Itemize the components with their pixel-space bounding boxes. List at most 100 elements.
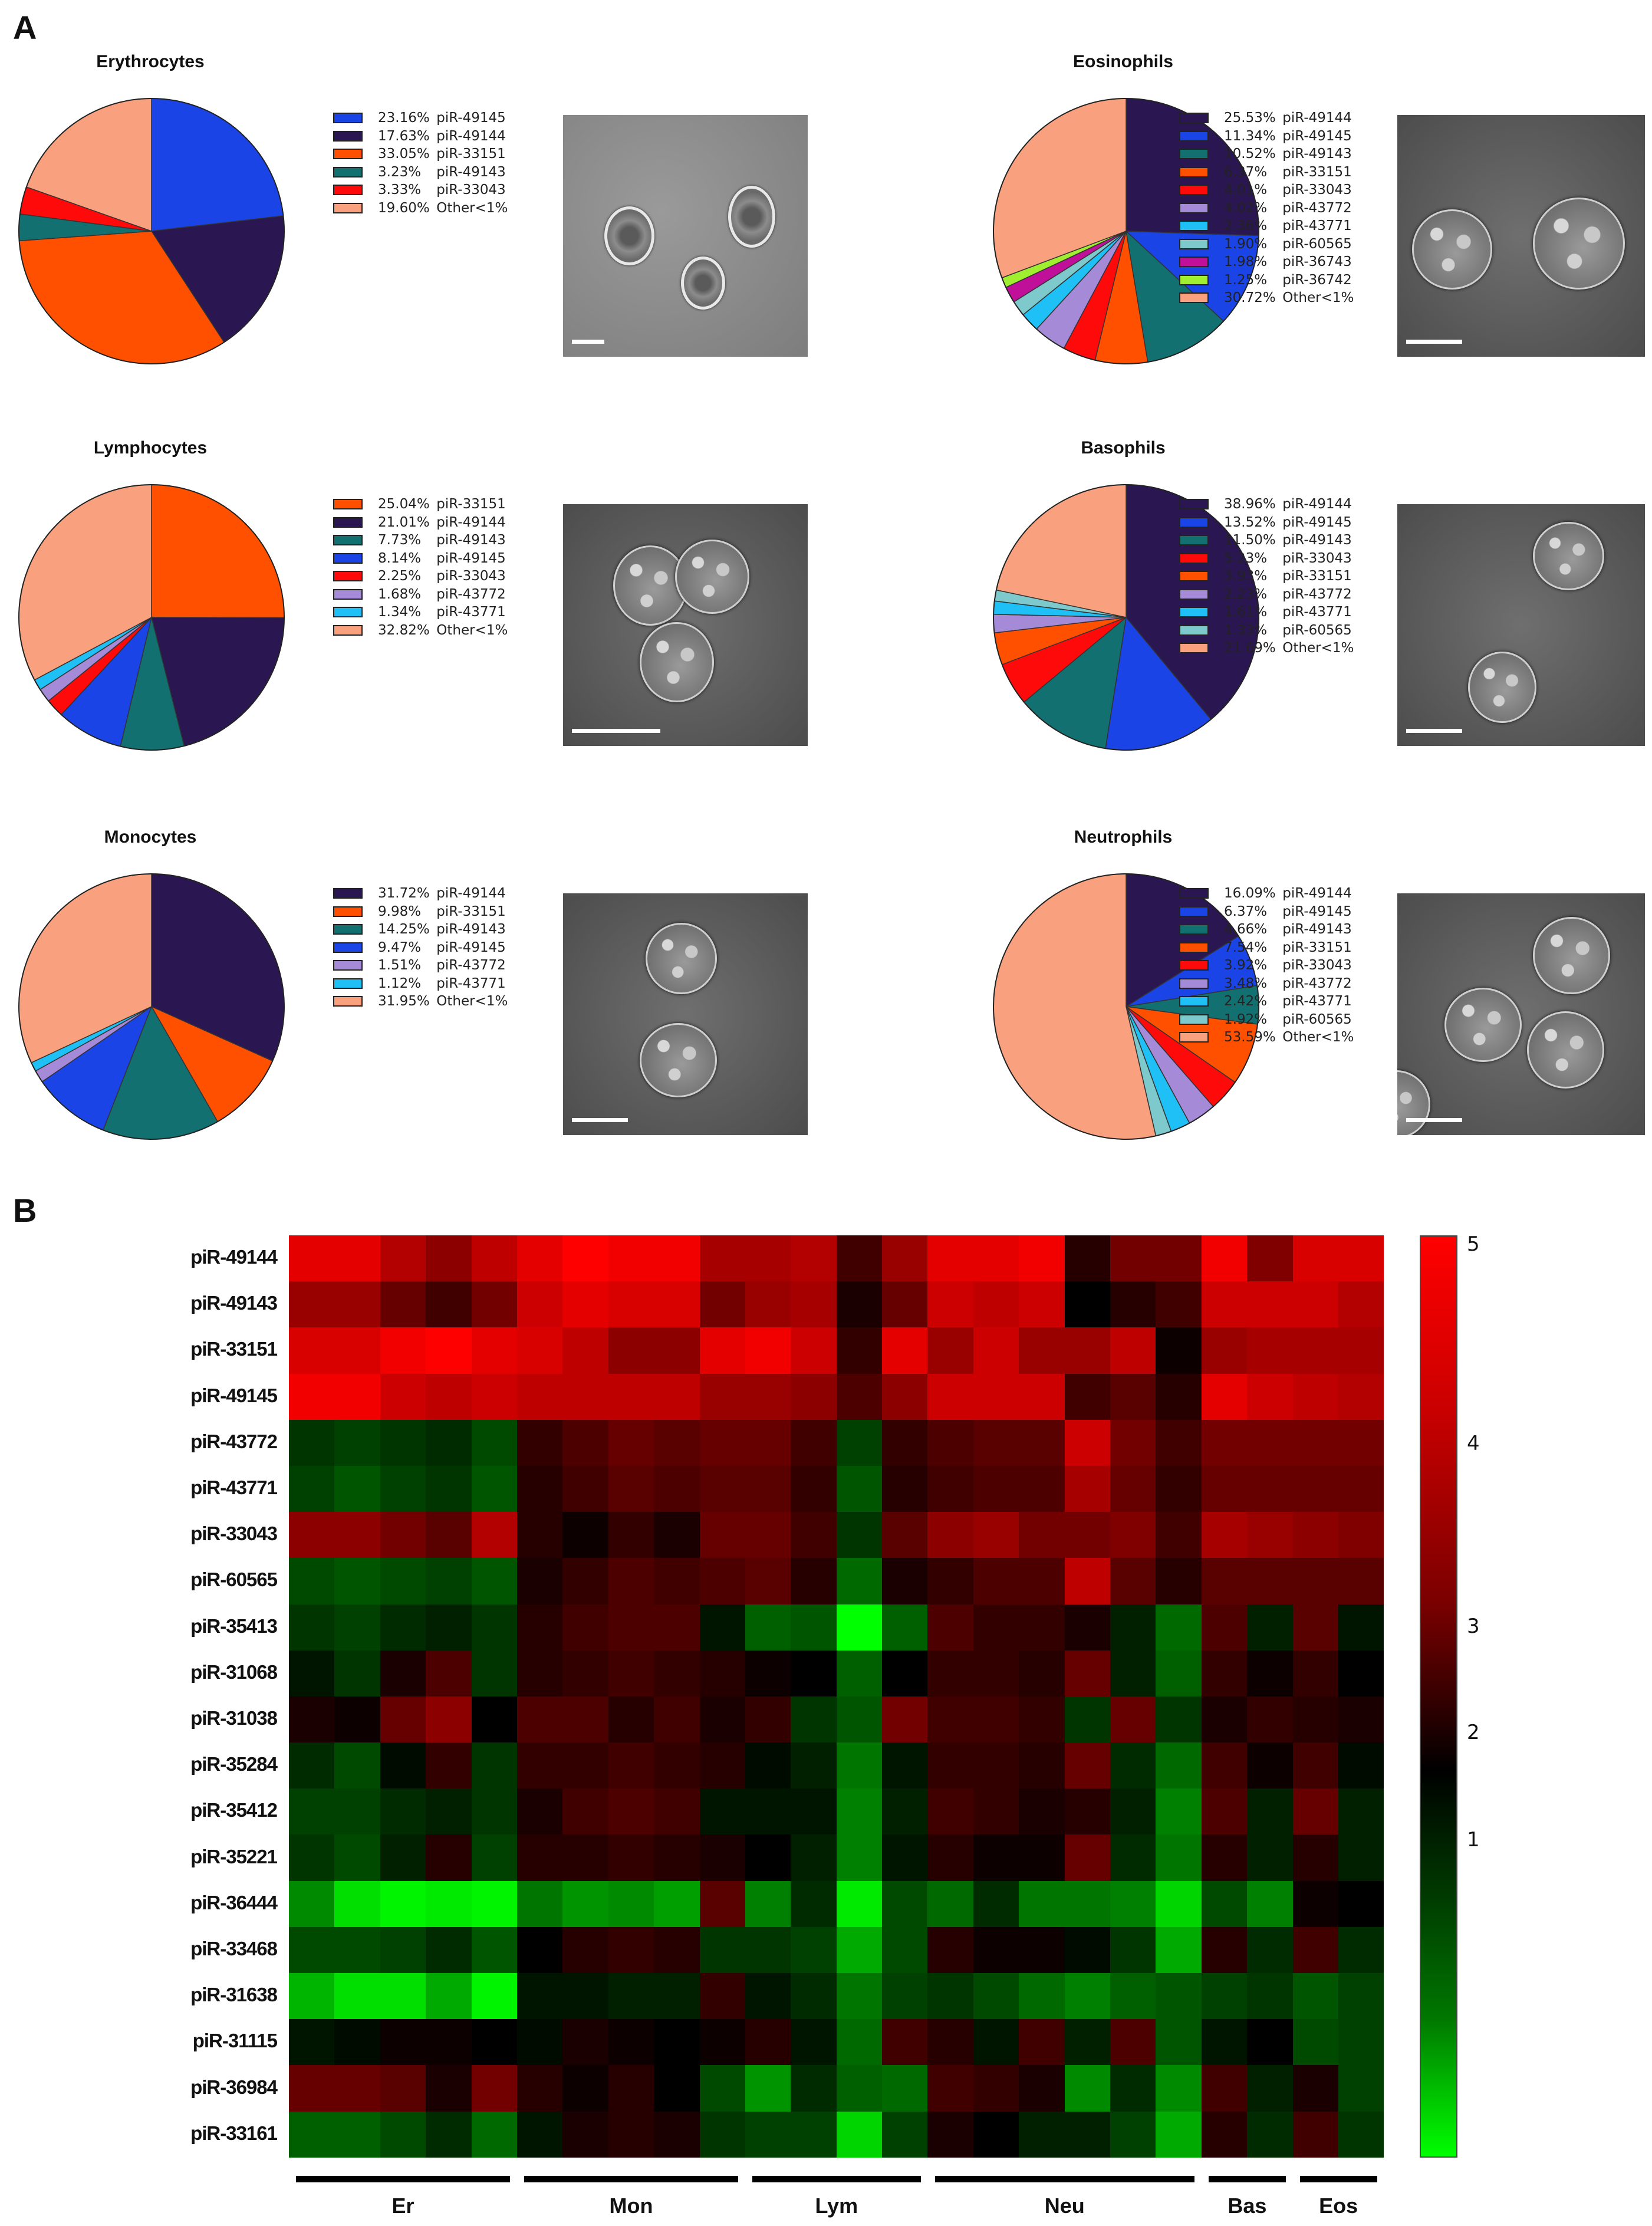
legend-swatch [333, 996, 363, 1007]
heatmap-cell [1292, 1696, 1338, 1743]
heatmap-cell [1201, 1788, 1248, 1835]
heatmap-cell [380, 2065, 426, 2112]
heatmap-cell [1019, 1973, 1065, 2020]
heatmap-cell [882, 2019, 928, 2066]
heatmap-cell [1110, 1696, 1156, 1743]
heatmap-cell [471, 1834, 517, 1881]
heatmap-cell [426, 1926, 472, 1973]
heatmap-cell [426, 1281, 472, 1328]
heatmap-cell [1156, 1281, 1202, 1328]
legend-swatch [333, 517, 363, 528]
heatmap-cell [380, 1419, 426, 1466]
legend-label: piR-33043 [1278, 182, 1352, 198]
heatmap-cell [334, 1742, 380, 1789]
legend-swatch [1179, 292, 1209, 304]
heatmap-cell [1156, 1834, 1202, 1881]
heatmap-row-label: piR-33043 [190, 1523, 278, 1545]
heatmap-cell [289, 1696, 335, 1743]
legend-percent: 13.52% [1224, 514, 1276, 530]
heatmap-cell [745, 1465, 791, 1513]
heatmap-cell [471, 2111, 517, 2158]
heatmap-cell [1019, 2065, 1065, 2112]
heatmap-cell [973, 1327, 1019, 1374]
heatmap-cell [1064, 1373, 1111, 1420]
heatmap-cell [1064, 1604, 1111, 1650]
pie-title: Eosinophils [1072, 52, 1173, 71]
legend-item: 1.12% piR-43771 [333, 975, 508, 993]
heatmap-cell [699, 1281, 745, 1328]
heatmap-cell [334, 2065, 380, 2112]
pie-title: Erythrocytes [96, 52, 205, 71]
cell-shape [1444, 988, 1522, 1062]
heatmap-cell [1247, 1788, 1293, 1835]
heatmap-cell [699, 2065, 745, 2112]
heatmap-cell [699, 2111, 745, 2158]
heatmap-cell [380, 1235, 426, 1282]
heatmap-cell [1247, 1558, 1293, 1604]
legend-label: piR-33043 [1278, 550, 1352, 566]
heatmap-cell [516, 1465, 563, 1513]
heatmap-cell [334, 2019, 380, 2066]
heatmap-cell [699, 1650, 745, 1696]
heatmap-cell [1156, 1465, 1202, 1513]
pie-title: Neutrophils [1074, 827, 1173, 847]
pie-legend: 38.96% piR-49144 13.52% piR-49145 11.50% p… [1179, 495, 1354, 657]
heatmap-cell [654, 1373, 700, 1420]
legend-swatch [333, 978, 363, 989]
heatmap-cell [882, 1281, 928, 1328]
heatmap-cell [334, 1512, 380, 1558]
heatmap-cell [882, 1327, 928, 1374]
heatmap-cell [471, 1327, 517, 1374]
heatmap-cell [1292, 2111, 1338, 2158]
scale-bar [1406, 1118, 1462, 1122]
pie-chart [18, 98, 285, 364]
heatmap-cell [289, 1650, 335, 1696]
heatmap-cell [1156, 1512, 1202, 1558]
heatmap-cell [426, 1788, 472, 1835]
legend-label: piR-43772 [432, 958, 506, 973]
legend-item: 1.51% piR-43772 [333, 956, 508, 975]
heatmap-cell [426, 1696, 472, 1743]
heatmap-cell [1156, 1973, 1202, 2020]
legend-swatch [333, 202, 363, 213]
legend-swatch [1179, 185, 1209, 196]
group-label: Bas [1228, 2194, 1267, 2218]
cell-micrograph [1397, 115, 1645, 357]
legend-item: 3.93% piR-33151 [1179, 567, 1354, 586]
heatmap-cell [1064, 2111, 1111, 2158]
legend-swatch [1179, 238, 1209, 249]
heatmap-cell [1019, 1788, 1065, 1835]
heatmap-cell [1110, 1327, 1156, 1374]
heatmap-cell [836, 1419, 883, 1466]
heatmap-cell [471, 1373, 517, 1420]
heatmap-cell [1292, 1373, 1338, 1420]
heatmap-cell [289, 1880, 335, 1927]
heatmap-cell [927, 1788, 973, 1835]
group-label: Lym [815, 2194, 858, 2218]
heatmap-cell [1201, 1465, 1248, 1513]
heatmap-cell [973, 1834, 1019, 1881]
legend-item: 9.47% piR-49145 [333, 939, 508, 957]
legend-swatch [333, 906, 363, 917]
legend-item: 33.05% piR-33151 [333, 145, 508, 163]
heatmap-cell [1292, 1465, 1338, 1513]
heatmap-cell [745, 2065, 791, 2112]
legend-swatch [333, 553, 363, 564]
heatmap-cell [973, 2019, 1019, 2066]
legend-item: 23.16% piR-49145 [333, 109, 508, 127]
legend-percent: 1.25% [1224, 272, 1268, 288]
heatmap-cell [562, 1650, 608, 1696]
heatmap-cell [334, 1373, 380, 1420]
heatmap-cell [1247, 1327, 1293, 1374]
heatmap-cell [927, 1834, 973, 1881]
heatmap-cell [1156, 1742, 1202, 1789]
heatmap-row-label: piR-35221 [190, 1845, 278, 1867]
heatmap-cell [562, 1235, 608, 1282]
legend-swatch [1179, 1032, 1209, 1043]
heatmap-cell [289, 1235, 335, 1282]
heatmap-cell [699, 1880, 745, 1927]
heatmap-cell [334, 1650, 380, 1696]
heatmap-cell [1110, 2019, 1156, 2066]
heatmap-cell [699, 1373, 745, 1420]
legend-swatch [1179, 607, 1209, 618]
